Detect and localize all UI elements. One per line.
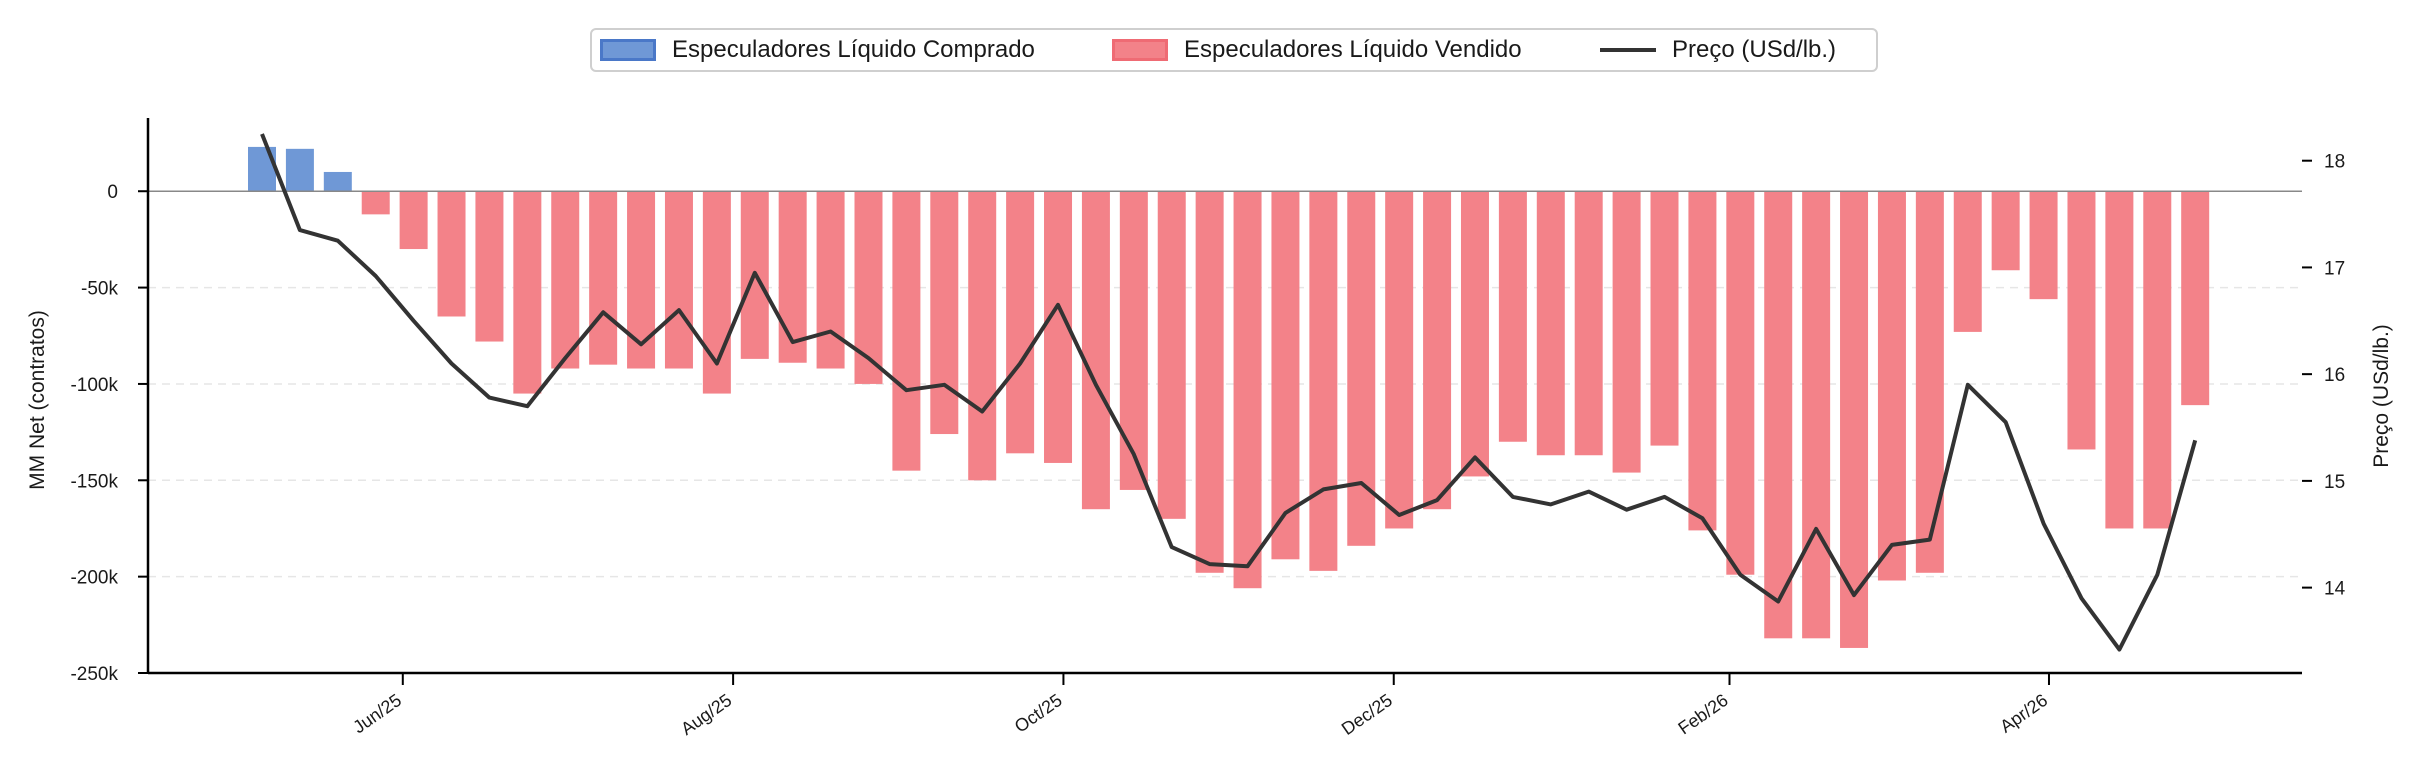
bar-long bbox=[285, 148, 314, 192]
legend: Especuladores Líquido Comprado Especulad… bbox=[590, 28, 1878, 72]
bar-short bbox=[1347, 191, 1376, 546]
legend-label-sell: Especuladores Líquido Vendido bbox=[1184, 36, 1522, 63]
bar-short bbox=[1764, 191, 1793, 639]
bar-short bbox=[551, 191, 580, 369]
x-tick-label: Dec/25 bbox=[1338, 690, 1396, 739]
y2-tick-label: 17 bbox=[2324, 258, 2345, 279]
legend-item-sell: Especuladores Líquido Vendido bbox=[1112, 30, 1522, 70]
bar-short bbox=[930, 191, 959, 435]
bar-short bbox=[1271, 191, 1300, 560]
bar-short bbox=[1385, 191, 1414, 529]
bar-short bbox=[1802, 191, 1831, 639]
bar-short bbox=[1119, 191, 1148, 490]
bar-short bbox=[1498, 191, 1527, 442]
bar-short bbox=[1460, 191, 1489, 477]
y2-axis-label: Preço (USd/lb.) bbox=[2370, 324, 2393, 468]
y-tick-label: -150k bbox=[70, 471, 118, 492]
bar-short bbox=[968, 191, 997, 481]
bar-short bbox=[1915, 191, 1944, 573]
y-tick-label: -100k bbox=[70, 375, 118, 396]
bar-short bbox=[1574, 191, 1603, 456]
y-tick-label: -250k bbox=[70, 664, 118, 685]
legend-swatch-sell bbox=[1112, 39, 1168, 61]
bar-short bbox=[854, 191, 883, 384]
legend-item-buy: Especuladores Líquido Comprado bbox=[600, 30, 1035, 70]
x-tick-label: Apr/26 bbox=[1996, 690, 2051, 737]
legend-label-buy: Especuladores Líquido Comprado bbox=[672, 36, 1035, 63]
y-tick-label: -200k bbox=[70, 568, 118, 589]
bar-short bbox=[1195, 191, 1224, 573]
legend-item-price: Preço (USd/lb.) bbox=[1600, 30, 1836, 70]
bar-short bbox=[399, 191, 428, 250]
bar-short bbox=[1006, 191, 1035, 454]
bar-short bbox=[1726, 191, 1755, 575]
bar-short bbox=[437, 191, 466, 317]
y-axis-label: MM Net (contratos) bbox=[26, 310, 49, 490]
y2-tick-label: 14 bbox=[2324, 579, 2346, 600]
bar-short bbox=[1233, 191, 1262, 589]
bar-short bbox=[2029, 191, 2058, 300]
bar-short bbox=[513, 191, 542, 394]
bar-short bbox=[664, 191, 693, 369]
bar-short bbox=[1840, 191, 1869, 648]
y-tick-label: 0 bbox=[107, 182, 118, 203]
bar-short bbox=[2143, 191, 2172, 529]
legend-label-price: Preço (USd/lb.) bbox=[1672, 36, 1837, 63]
x-tick-label: Feb/26 bbox=[1674, 690, 1731, 739]
legend-swatch-buy bbox=[600, 39, 656, 61]
bar-short bbox=[1309, 191, 1338, 571]
bar-short bbox=[2105, 191, 2134, 529]
bar-series bbox=[248, 146, 2210, 648]
bar-short bbox=[1081, 191, 1110, 510]
x-tick-label: Aug/25 bbox=[677, 690, 735, 739]
price-line bbox=[260, 133, 2198, 652]
bar-short bbox=[1877, 191, 1906, 581]
grid-lines bbox=[148, 286, 2302, 674]
bar-short bbox=[1991, 191, 2020, 271]
bar-short bbox=[589, 191, 618, 365]
bar-short bbox=[1650, 191, 1679, 446]
y-tick-label: -50k bbox=[81, 279, 118, 300]
bar-short bbox=[1423, 191, 1452, 510]
y2-tick-label: 15 bbox=[2324, 472, 2345, 493]
x-tick-label: Oct/25 bbox=[1011, 690, 1066, 737]
bar-short bbox=[1536, 191, 1565, 456]
bar-short bbox=[1157, 191, 1186, 519]
bar-short bbox=[1688, 191, 1717, 531]
y2-tick-label: 16 bbox=[2324, 365, 2345, 386]
bar-short bbox=[2067, 191, 2096, 450]
bar-short bbox=[892, 191, 921, 471]
x-tick-label: Jun/25 bbox=[349, 690, 405, 737]
y2-tick-label: 18 bbox=[2324, 152, 2345, 173]
bar-short bbox=[2181, 191, 2210, 406]
bar-short bbox=[361, 191, 390, 215]
bar-short bbox=[816, 191, 845, 369]
bar-long bbox=[323, 171, 352, 192]
legend-swatch-price bbox=[1600, 48, 1656, 52]
bar-short bbox=[1953, 191, 1982, 332]
bar-short bbox=[475, 191, 504, 342]
bar-short bbox=[1612, 191, 1641, 473]
bar-short bbox=[778, 191, 807, 363]
